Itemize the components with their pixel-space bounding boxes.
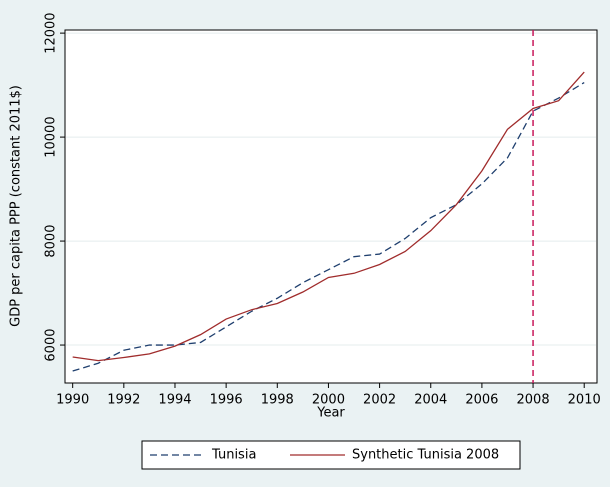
y-tick-label: 12000 [44,12,59,53]
plot-area [64,29,598,384]
series-line [72,71,585,362]
x-tick-label: 1996 [210,393,243,408]
x-tick-label: 1994 [158,393,191,408]
x-tick-label: 2006 [465,393,498,408]
y-tick-label: 8000 [44,225,59,258]
x-tick-label: 2000 [312,393,345,408]
y-tick-label: 10000 [44,116,59,157]
y-tick-label: 6000 [44,329,59,362]
x-tick-label: 2010 [568,393,601,408]
x-tick-label: 1998 [261,393,294,408]
x-axis-label: Year [316,406,345,421]
x-tick-label: 2008 [517,393,550,408]
series-line [72,81,585,372]
legend-label: Tunisia [211,448,256,463]
x-tick-label: 1992 [107,393,140,408]
x-tick-label: 2004 [414,393,447,408]
legend-label: Synthetic Tunisia 2008 [352,448,499,463]
legend: Tunisia Synthetic Tunisia 2008 [141,440,521,470]
y-axis-label: GDP per capita PPP (constant 2011$) [9,85,24,327]
x-tick-label: 2002 [363,393,396,408]
x-tick-label: 1990 [56,393,89,408]
